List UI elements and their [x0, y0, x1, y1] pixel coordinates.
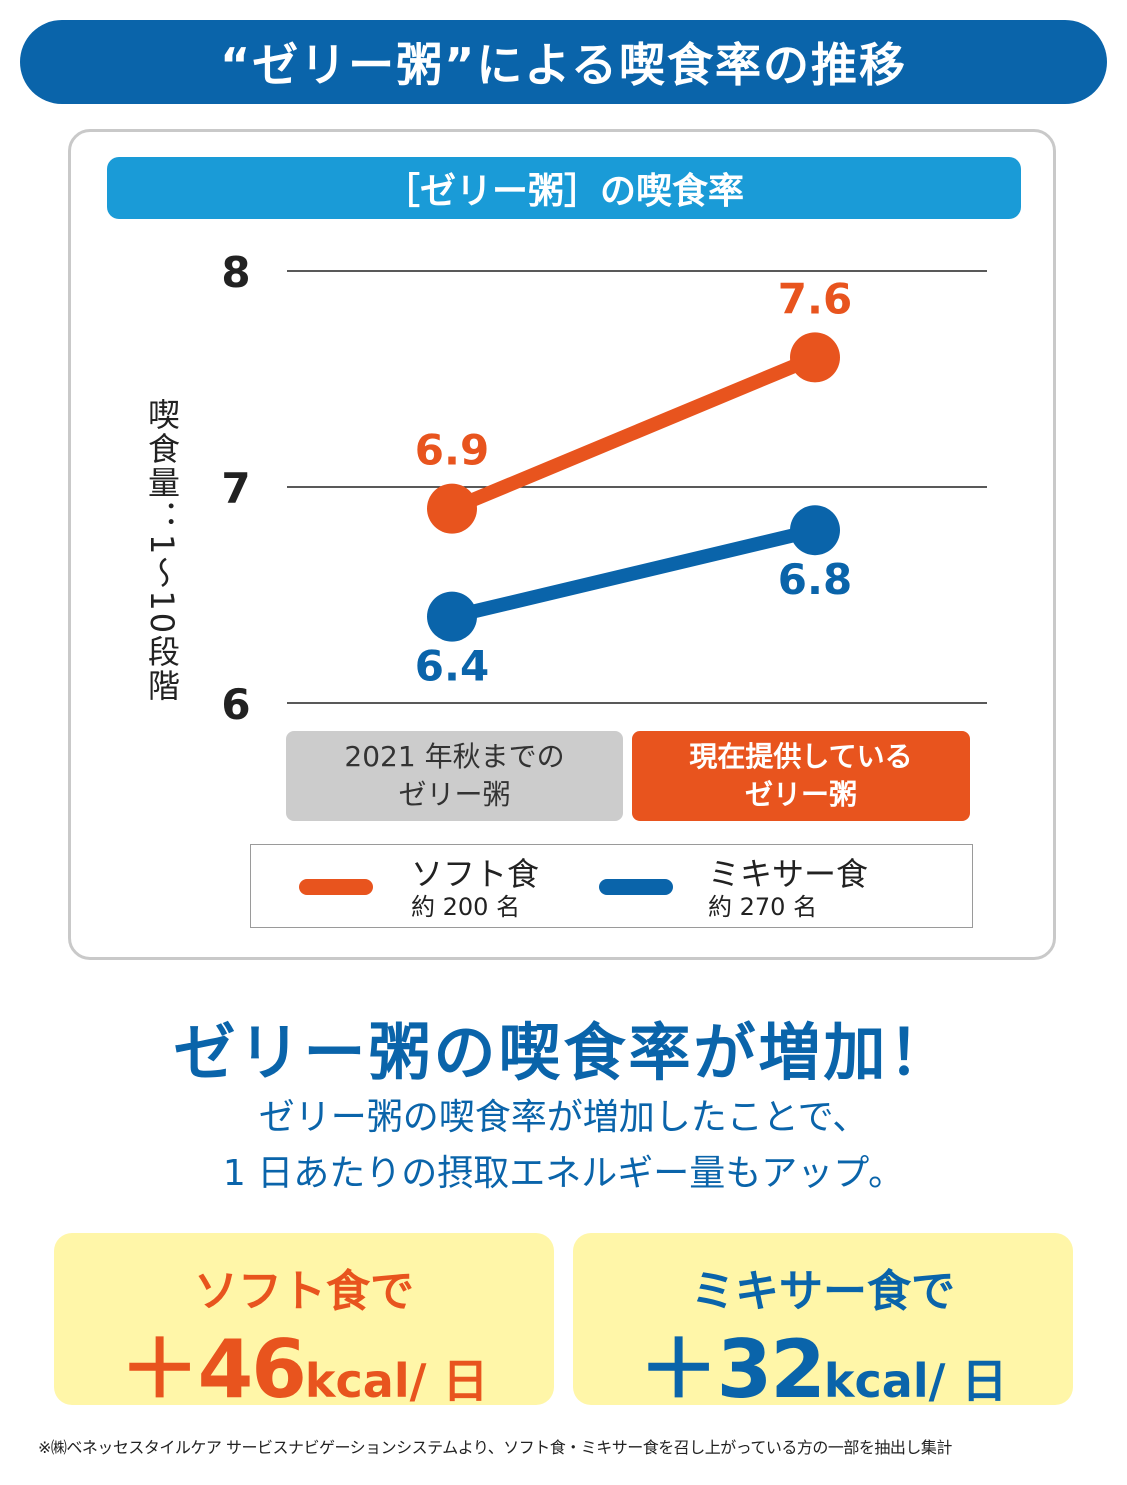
legend-swatch-soft [299, 879, 373, 895]
result-value-mixer: ＋32kcal/ 日 [573, 1305, 1073, 1421]
result-number-mixer: 32 [716, 1323, 826, 1416]
result-box-mixer: ミキサー食で ＋32kcal/ 日 [573, 1233, 1073, 1416]
legend-count-mixer: 約 270 名 [708, 893, 818, 921]
data-label: 7.6 [778, 274, 852, 323]
subtext-line-2: 1 日あたりの摂取エネルギー量もアップ。 [222, 1153, 905, 1194]
legend-swatch-mixer [599, 879, 673, 895]
result-unit-soft: kcal/ 日 [304, 1354, 489, 1408]
headline: ゼリー粥の喫食率が増加！ [173, 1016, 954, 1089]
data-point [790, 505, 840, 556]
result-label-soft: ソフト食で [194, 1266, 414, 1317]
series-line-0 [445, 350, 822, 516]
footnote: ※㈱ベネッセスタイルケア サービスナビゲーションシステムより、ソフト食・ミキサー… [38, 1438, 952, 1457]
subtext-line-1: ゼリー粥の喫食率が増加したことで、 [258, 1097, 869, 1138]
legend-label-soft: ソフト食 [411, 855, 540, 893]
y-tick-label: 7 [221, 464, 250, 513]
category-label-current: 現在提供している ゼリー粥 [632, 731, 970, 821]
result-label-mixer: ミキサー食で [691, 1266, 955, 1317]
result-box-soft: ソフト食で ＋46kcal/ 日 [54, 1233, 554, 1416]
y-tick-label: 8 [221, 248, 250, 297]
data-label: 6.8 [778, 555, 852, 604]
result-value-soft: ＋46kcal/ 日 [54, 1305, 554, 1421]
data-label: 6.4 [415, 642, 489, 691]
data-point [790, 332, 840, 383]
data-label: 6.9 [415, 426, 489, 475]
data-point [427, 483, 477, 534]
result-sign-mixer: ＋ [638, 1323, 719, 1416]
chart-legend: ソフト食 約 200 名 ミキサー食 約 270 名 [250, 844, 973, 928]
y-tick-label: 6 [221, 680, 250, 729]
y-axis-label: 喫食量：1〜10段階 [143, 398, 181, 704]
chart-card [68, 129, 1056, 960]
legend-label-mixer: ミキサー食 [708, 855, 869, 893]
category-label-before: 2021 年秋までの ゼリー粥 [286, 731, 623, 821]
chart-title: ［ゼリー粥］の喫食率 [107, 157, 1021, 219]
result-sign-soft: ＋ [119, 1323, 200, 1416]
subtext: ゼリー粥の喫食率が増加したことで、 1 日あたりの摂取エネルギー量もアップ。 [0, 1090, 1127, 1202]
result-number-soft: 46 [197, 1323, 307, 1416]
result-unit-mixer: kcal/ 日 [823, 1354, 1008, 1408]
series-line-1 [445, 523, 822, 624]
data-point [427, 591, 477, 642]
legend-count-soft: 約 200 名 [411, 893, 521, 921]
page-title: “ゼリー粥”による喫食率の推移 [20, 20, 1107, 104]
